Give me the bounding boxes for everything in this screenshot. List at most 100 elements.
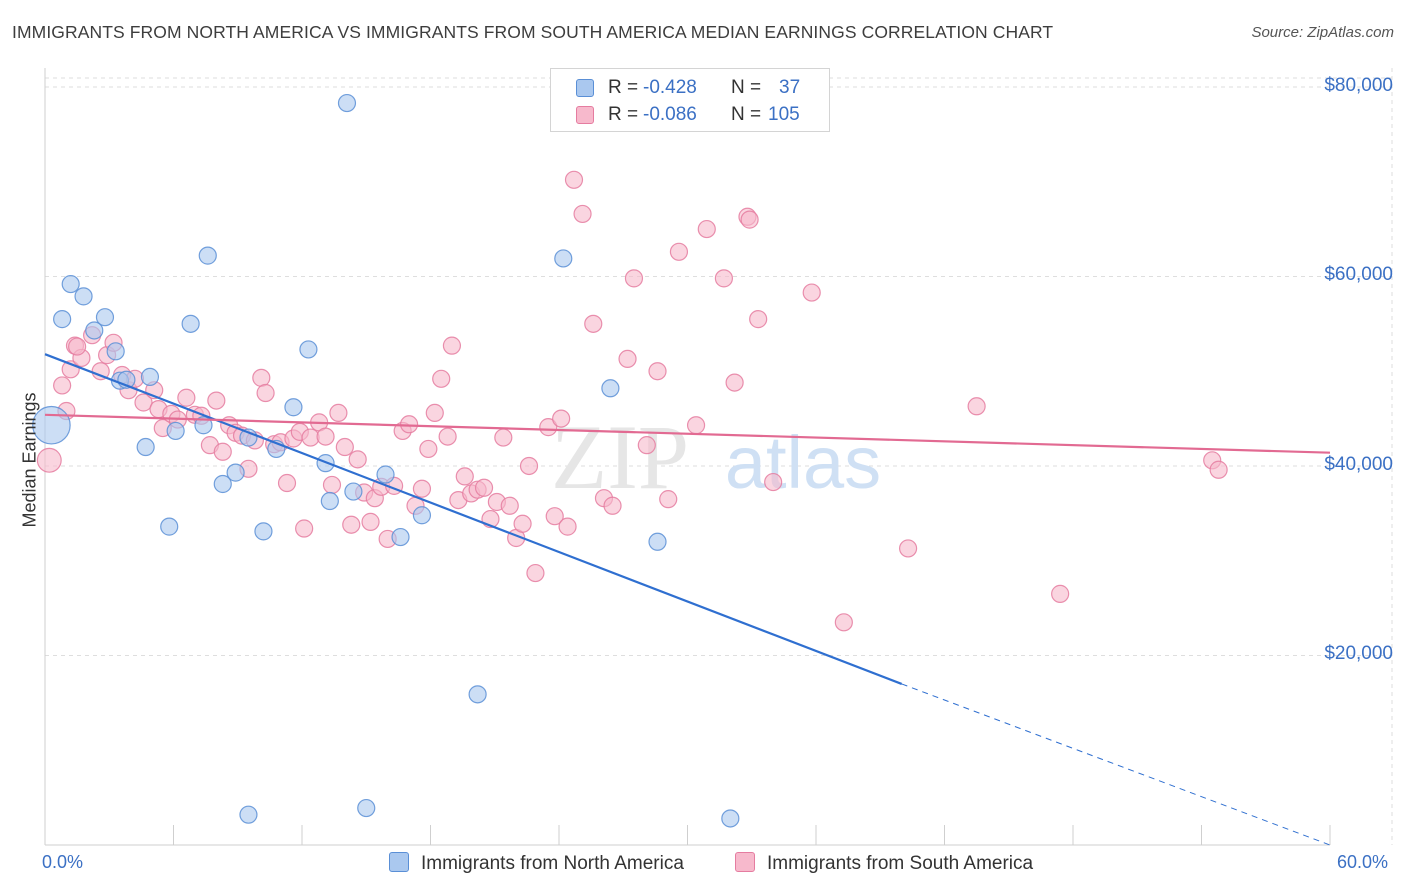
south-america-point [53, 376, 72, 395]
trend-lines [44, 353, 1331, 846]
north-america-point [648, 532, 667, 551]
legend-item-north-america: Immigrants from North America [389, 852, 684, 878]
legend-r-value: -0.086 [643, 104, 697, 125]
series-north-america-points [32, 93, 740, 828]
south-america-point [659, 490, 678, 509]
legend-n-label: N = [731, 104, 762, 125]
north-america-point [213, 474, 232, 494]
south-america-point [648, 362, 667, 381]
north-america-trend-line [44, 353, 903, 685]
south-america-point [177, 388, 196, 407]
south-america-point [526, 563, 545, 583]
north-america-point [721, 809, 740, 828]
south-america-point [494, 428, 513, 447]
north-america-point [194, 416, 213, 435]
south-america-point [697, 219, 716, 239]
south-america-point [898, 539, 918, 558]
legend-r-label: R = [608, 77, 639, 98]
south-america-point [686, 416, 706, 435]
x-tick-label-max: 60.0% [1337, 852, 1389, 872]
south-america-point [637, 436, 656, 455]
legend-row-north-america: R = -0.428 N = 37 [551, 75, 829, 103]
legend-n-value: 105 [768, 104, 800, 125]
south-america-point [252, 368, 271, 387]
north-america-point [320, 491, 339, 511]
south-america-point [624, 269, 644, 288]
north-america-point [198, 246, 217, 265]
north-america-point [140, 367, 160, 387]
south-america-point [419, 439, 438, 459]
south-america-point [618, 349, 637, 369]
south-america-point [68, 337, 87, 356]
south-america-point [425, 403, 444, 423]
legend-swatch-north-america [576, 79, 594, 97]
south-america-point [519, 456, 539, 476]
legend-r-value: -0.428 [643, 77, 697, 98]
north-america-point [357, 798, 376, 818]
watermark-atlas: atlas [725, 421, 881, 504]
south-america-point [714, 269, 734, 288]
north-america-point [554, 249, 573, 268]
north-america-point [376, 465, 395, 484]
legend-item-south-america: Immigrants from South America [735, 852, 1033, 878]
south-america-point [277, 473, 297, 493]
south-america-point [834, 613, 853, 632]
legend-n-label: N = [731, 77, 762, 98]
legend-swatch-north-america [389, 852, 409, 872]
south-america-point [500, 496, 519, 515]
south-america-point [316, 427, 335, 446]
south-america-point [513, 514, 532, 533]
y-tick-label: $60,000 [1324, 264, 1393, 286]
south-america-point [584, 314, 603, 333]
legend-row-south-america: R = -0.086 N = 105 [551, 102, 829, 130]
series-south-america-points [36, 170, 1228, 632]
north-america-point [344, 482, 363, 501]
south-america-point [552, 409, 571, 428]
south-america-point [412, 479, 432, 498]
y-tick-label: $20,000 [1324, 643, 1393, 665]
south-america-point [432, 369, 451, 388]
legend-swatch-south-america [735, 852, 755, 872]
north-america-point [160, 517, 179, 536]
south-america-point [36, 447, 62, 473]
north-america-point [166, 421, 185, 441]
south-america-point [342, 515, 361, 534]
north-america-point [337, 93, 357, 113]
south-america-point [564, 170, 584, 189]
north-america-point [299, 340, 318, 359]
south-america-point [438, 427, 457, 446]
south-america-point [329, 403, 348, 423]
north-america-point [53, 310, 72, 329]
north-america-point [136, 437, 155, 457]
north-america-point [85, 321, 104, 340]
north-america-point [284, 398, 303, 417]
north-america-point [468, 685, 487, 704]
south-america-point [213, 442, 232, 461]
south-america-point [740, 210, 759, 229]
north-america-point [61, 274, 80, 294]
correlation-legend: R = -0.428 N = 37 R = -0.086 N = 105 [550, 68, 830, 132]
south-america-point [603, 496, 622, 515]
chart-title: IMMIGRANTS FROM NORTH AMERICA VS IMMIGRA… [12, 22, 1054, 42]
south-america-point [361, 512, 380, 531]
south-america-point [455, 467, 474, 486]
south-america-point [764, 472, 783, 492]
y-tick-label: $40,000 [1324, 453, 1393, 475]
grid-layer [45, 68, 1393, 845]
south-america-point [539, 418, 558, 437]
south-america-point [295, 519, 314, 538]
y-axis-title: Median Earnings [19, 392, 40, 528]
south-america-point [1209, 460, 1228, 479]
south-america-point [967, 397, 986, 416]
south-america-point [442, 336, 462, 355]
south-america-point [335, 437, 354, 457]
north-america-point [95, 308, 115, 327]
south-america-point [558, 517, 577, 536]
north-america-point [601, 379, 620, 398]
south-america-point [669, 242, 689, 261]
south-america-point [134, 393, 153, 412]
south-america-point [725, 373, 744, 392]
x-tick-label-min: 0.0% [42, 852, 84, 872]
source-label: Source: ZipAtlas.com [1251, 24, 1394, 41]
